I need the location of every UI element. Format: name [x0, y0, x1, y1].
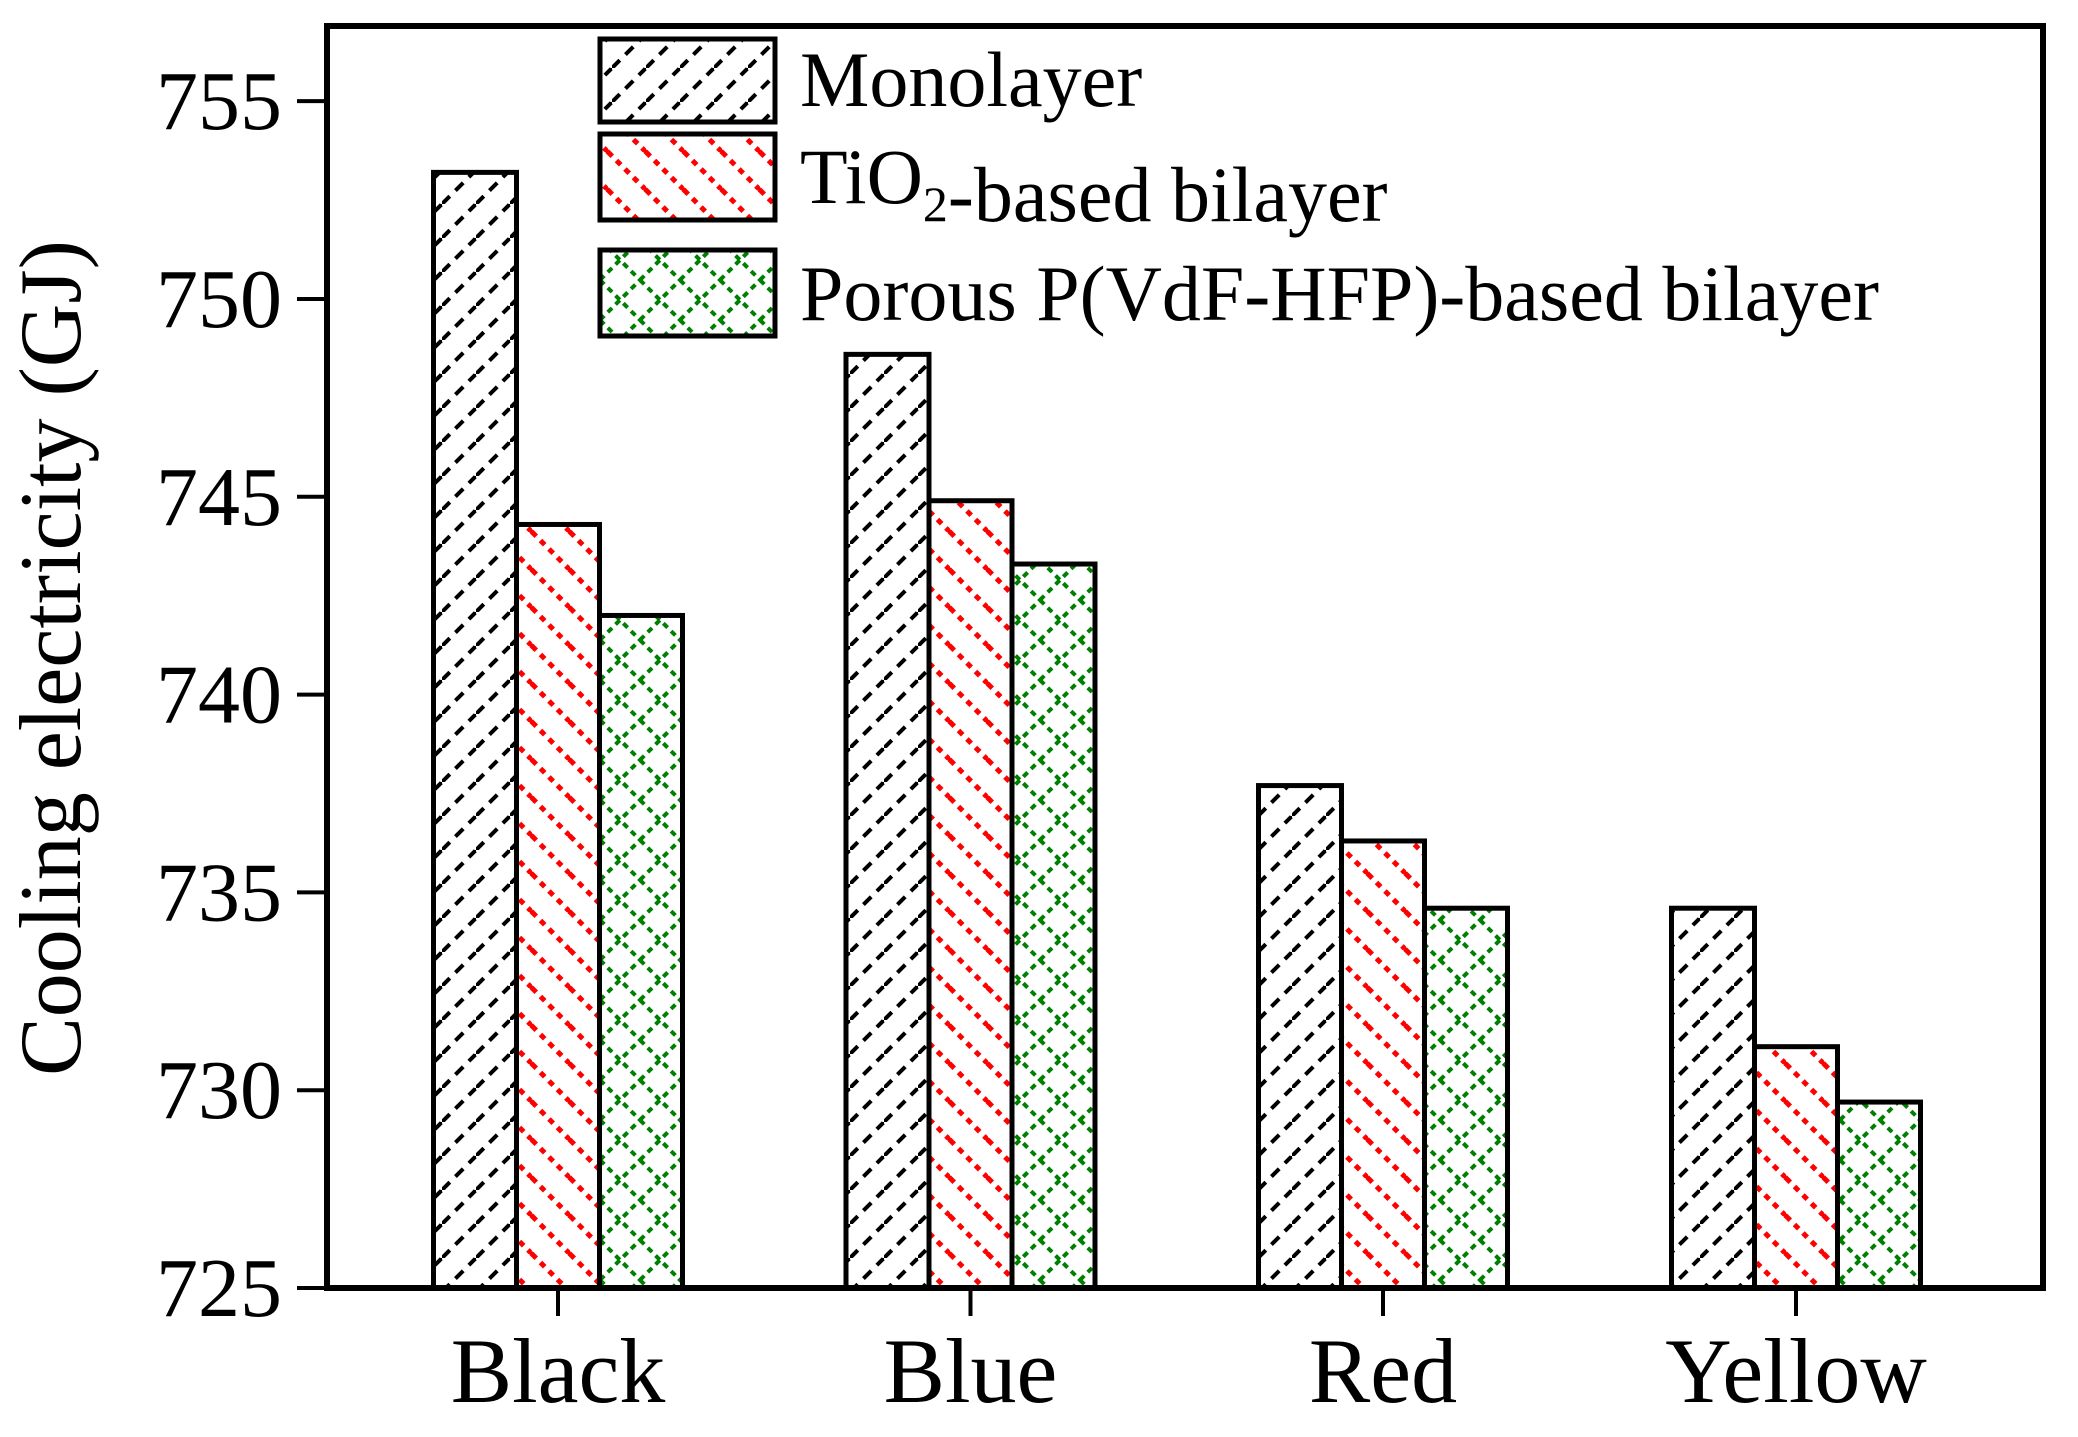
x-axis-category-label-black: Black — [451, 1320, 666, 1422]
bar-red-porous-p-vdf-hfp-based-bilayer — [1422, 905, 1510, 1291]
x-axis-category-label-red: Red — [1309, 1320, 1457, 1422]
y-axis-tick-label-725: 725 — [156, 1242, 282, 1335]
y-axis-title: Cooling electricity (GJ) — [3, 240, 100, 1076]
bar-black-monolayer — [431, 169, 519, 1291]
legend-item-tio2-based-bilayer: TiO2-based bilayer — [597, 131, 1388, 238]
bar-blue-monolayer — [843, 351, 932, 1291]
y-axis-tick-label-755: 755 — [156, 55, 282, 148]
legend-label-text: Monolayer — [800, 36, 1142, 123]
legend-label-porous-p-vdf-hfp-based-bilayer: Porous P(VdF-HFP)-based bilayer — [800, 250, 1879, 337]
axes-layer: 725 730 735 740 745 750 755 Black Blue Red Yellow — [156, 23, 2046, 1422]
bar-group-blue — [843, 351, 1098, 1291]
x-axis-category-label-blue: Blue — [884, 1320, 1058, 1422]
bar-blue-porous-p-vdf-hfp-based-bilayer — [1009, 561, 1098, 1291]
bar-black-porous-p-vdf-hfp-based-bilayer — [597, 612, 685, 1291]
x-axis-category-label-yellow: Yellow — [1665, 1320, 1927, 1422]
legend-item-porous-p-vdf-hfp-based-bilayer: Porous P(VdF-HFP)-based bilayer — [597, 247, 1879, 339]
legend-label-subscript: 2 — [923, 176, 948, 232]
y-axis-tick-label-730: 730 — [156, 1044, 282, 1137]
bar-group-red — [1256, 783, 1510, 1291]
bar-yellow-monolayer — [1669, 905, 1757, 1291]
bar-blue-tio2-based-bilayer — [926, 498, 1015, 1291]
bar-yellow-porous-p-vdf-hfp-based-bilayer — [1835, 1099, 1923, 1291]
bars-layer — [431, 169, 1923, 1291]
legend-label-text: Porous P(VdF-HFP)-based bilayer — [800, 250, 1879, 337]
y-axis-tick-label-750: 750 — [156, 253, 282, 346]
legend: Monolayer TiO2-based bilayer Porous P(VdF-… — [597, 36, 1879, 339]
legend-swatch-porous-p-vdf-hfp-based-bilayer — [597, 247, 778, 339]
legend-swatch-tio2-based-bilayer — [597, 131, 778, 223]
bar-red-tio2-based-bilayer — [1339, 838, 1427, 1291]
bar-yellow-tio2-based-bilayer — [1752, 1044, 1840, 1291]
y-axis-tick-label-740: 740 — [156, 649, 282, 742]
legend-label-text: TiO — [800, 133, 923, 220]
legend-label-monolayer: Monolayer — [800, 36, 1142, 123]
bar-group-yellow — [1669, 905, 1923, 1291]
bar-black-tio2-based-bilayer — [514, 521, 602, 1291]
legend-item-monolayer: Monolayer — [597, 36, 1142, 125]
plot-border — [324, 23, 2046, 1291]
legend-label-text: -based bilayer — [948, 151, 1388, 238]
bar-group-black — [431, 169, 685, 1291]
legend-label-tio2-based-bilayer: TiO2-based bilayer — [800, 133, 1388, 238]
bar-red-monolayer — [1256, 783, 1344, 1291]
legend-swatch-monolayer — [597, 36, 778, 125]
y-axis-tick-label-745: 745 — [156, 451, 282, 544]
y-axis-tick-label-735: 735 — [156, 846, 282, 939]
